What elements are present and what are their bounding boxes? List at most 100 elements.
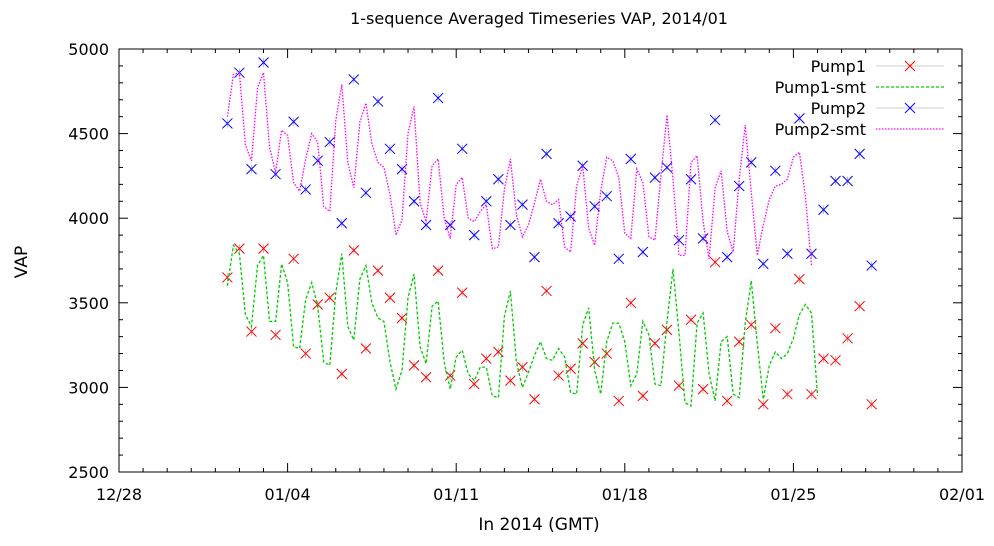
- point-marker: [818, 204, 829, 216]
- point-marker: [842, 175, 853, 187]
- data-point: [222, 118, 233, 129]
- point-marker: [505, 375, 516, 386]
- data-point: [456, 143, 468, 155]
- point-marker: [613, 253, 625, 265]
- point-marker: [444, 219, 456, 231]
- data-point: [721, 395, 733, 407]
- point-marker: [420, 219, 432, 231]
- point-marker: [258, 57, 269, 68]
- axes: 2500 3000 3500 4000 4500 5000 12/28 01/04 01/11 0…: [68, 40, 985, 504]
- legend: Pump1 Pump1-smt Pump2 Pump2-smt: [775, 57, 944, 139]
- data-point: [492, 173, 504, 185]
- data-point: [444, 219, 456, 231]
- data-point: [649, 172, 661, 183]
- data-point: [769, 165, 781, 177]
- point-marker: [222, 118, 233, 129]
- legend-marker: [904, 60, 916, 72]
- point-marker: [613, 395, 625, 407]
- data-point: [733, 336, 745, 348]
- point-marker: [866, 260, 878, 271]
- data-point: [505, 375, 516, 386]
- data-point: [866, 260, 878, 271]
- data-point: [709, 256, 721, 268]
- point-marker: [288, 116, 299, 128]
- data-point: [432, 92, 444, 104]
- data-point: [613, 253, 625, 265]
- data-point: [685, 314, 697, 326]
- point-marker: [432, 265, 444, 277]
- x-tick-label: 01/11: [433, 485, 479, 504]
- data-point: [456, 287, 468, 299]
- data-point: [637, 390, 649, 402]
- data-point: [420, 219, 432, 231]
- point-marker: [312, 299, 324, 310]
- point-marker: [468, 378, 480, 390]
- point-marker: [468, 229, 480, 241]
- data-point: [709, 114, 721, 126]
- point-marker: [360, 343, 372, 354]
- data-point: [794, 273, 805, 285]
- point-marker: [769, 165, 781, 177]
- point-marker: [553, 217, 564, 229]
- series-line: [226, 71, 813, 266]
- point-marker: [661, 324, 673, 336]
- point-marker: [757, 258, 769, 270]
- point-marker: [529, 393, 540, 405]
- point-marker: [222, 272, 233, 283]
- point-marker: [733, 336, 745, 348]
- point-marker: [661, 162, 673, 173]
- data-point: [818, 353, 829, 364]
- data-point: [553, 370, 564, 381]
- data-point: [372, 96, 384, 107]
- data-point: [601, 348, 613, 359]
- data-point: [468, 229, 480, 241]
- x-tick-label: 01/04: [265, 485, 311, 504]
- y-tick-label: 2500: [68, 463, 109, 482]
- data-point: [348, 74, 360, 85]
- point-marker: [492, 346, 504, 358]
- point-marker: [300, 348, 312, 359]
- y-tick-label: 3000: [68, 378, 109, 397]
- point-marker: [637, 390, 649, 402]
- point-marker: [577, 338, 589, 349]
- data-point: [818, 204, 829, 216]
- data-point: [661, 162, 673, 173]
- point-marker: [721, 251, 733, 263]
- data-point: [625, 153, 637, 165]
- chart-title: 1-sequence Averaged Timeseries VAP, 2014…: [350, 9, 728, 28]
- point-marker: [408, 360, 420, 371]
- point-marker: [589, 356, 601, 368]
- data-point: [782, 388, 793, 400]
- data-point: [806, 388, 817, 400]
- data-point: [505, 219, 516, 231]
- point-marker: [541, 285, 552, 297]
- data-point: [348, 244, 360, 256]
- data-point: [854, 148, 865, 160]
- data-point: [360, 343, 372, 354]
- data-point: [300, 348, 312, 359]
- data-point: [625, 297, 637, 309]
- data-point: [685, 173, 697, 185]
- data-point: [300, 184, 312, 195]
- data-point: [408, 195, 420, 207]
- y-tick-label: 4000: [68, 209, 109, 228]
- point-marker: [673, 234, 685, 246]
- y-tick-label: 5000: [68, 40, 109, 59]
- data-point: [637, 246, 649, 258]
- point-marker: [709, 114, 721, 126]
- data-point: [324, 292, 336, 304]
- data-point: [336, 368, 348, 380]
- point-marker: [866, 398, 878, 410]
- x-tick-label: 02/01: [939, 485, 985, 504]
- point-marker: [420, 371, 432, 383]
- y-tick-label: 4500: [68, 125, 109, 144]
- point-marker: [432, 92, 444, 104]
- series-layer: [222, 57, 878, 410]
- legend-entry: Pump2: [811, 99, 944, 118]
- data-point: [769, 322, 781, 334]
- data-point: [288, 116, 299, 128]
- data-point: [854, 300, 865, 312]
- point-marker: [396, 312, 408, 324]
- point-marker: [336, 368, 348, 380]
